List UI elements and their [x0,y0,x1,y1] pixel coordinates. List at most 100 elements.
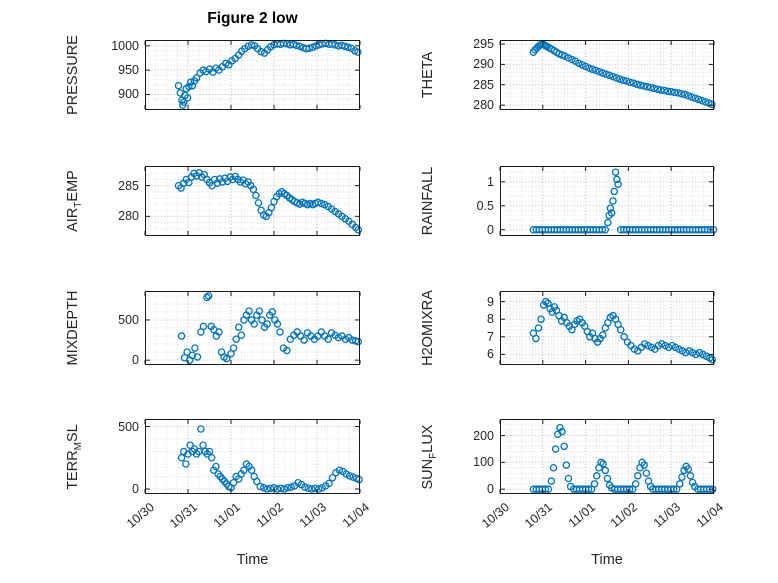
x-tick-label: 11/01 [565,500,598,531]
data-marker [317,328,326,336]
data-marker [631,480,640,488]
data-marker [547,477,556,485]
data-marker [215,328,223,336]
data-marker [292,41,301,50]
y-tick-label: 1000 [111,38,139,53]
subplot-terr-msl: 0 500 10/30 10/31 11/01 11/02 11/03 11/04 TERRMS… [65,419,372,531]
data-marker [203,293,211,302]
data-marker [694,95,703,104]
data-marker [222,354,231,363]
y-tick-label: 1 [487,174,494,189]
y-tick-label: 285 [473,77,494,92]
data-marker [598,226,607,234]
data-marker [267,204,276,212]
data-marker [611,168,620,176]
data-marker [687,93,696,101]
data-marker [560,442,568,451]
data-marker [680,466,688,475]
data-marker [354,337,363,346]
data-marker [628,485,637,493]
data-marker [237,331,246,339]
data-marker [604,218,612,227]
data-marker [210,466,218,475]
data-marker [354,226,363,234]
data-marker [562,461,571,469]
data-marker [199,322,208,331]
data-marker [174,81,183,90]
data-marker [622,77,631,85]
x-tick-label: 11/03 [296,500,329,531]
data-marker [311,484,320,493]
x-tick-label: 10/31 [521,500,555,531]
data-marker [610,187,619,196]
y-tick-label: 0 [132,482,139,496]
data-marker [642,469,651,477]
data-marker [325,479,333,488]
y-tick-label: 900 [118,87,139,102]
data-marker [263,485,271,493]
data-marker [541,485,550,493]
data-marker [684,465,693,473]
x-tick-label: 11/03 [650,500,684,531]
y-tick-label: 100 [473,455,494,470]
data-marker [616,75,624,83]
data-marker [629,79,638,87]
data-marker [344,43,352,52]
data-marker [183,348,191,356]
data-marker [197,425,205,433]
y-tick-label: 0.5 [476,198,494,213]
subplot-h2omixra: 6 7 8 9 H2OMIXRA [420,290,717,366]
data-marker [551,445,560,453]
data-marker [234,323,243,331]
data-marker [259,484,268,492]
data-marker [296,42,304,51]
data-marker [305,44,314,53]
data-marker [650,84,658,93]
data-marker [607,209,616,217]
y-tick-label: 295 [473,37,494,52]
data-marker [254,199,263,207]
data-marker [698,96,706,105]
data-marker [186,441,194,449]
theta-plot-area [499,40,716,110]
data-marker [612,74,621,82]
data-marker [257,47,265,56]
data-marker [602,70,610,78]
y-tick-label: 280 [118,209,139,224]
data-marker [240,466,248,475]
data-marker [258,316,266,324]
y-tick-label: 200 [473,428,494,443]
data-marker [605,71,614,80]
data-marker [263,320,271,328]
x-axis-label-right: Time [591,552,623,568]
data-marker [670,88,679,97]
data-marker [245,307,253,315]
y-tick-label: 500 [118,419,139,434]
data-marker [598,69,607,77]
data-marker [664,87,672,96]
data-marker [620,333,628,341]
data-marker [681,90,689,99]
data-marker [708,355,717,364]
y-tick-label: 950 [118,63,139,78]
data-marker [653,85,662,93]
figure-title: Figure 2 low [207,10,298,27]
data-marker [253,477,261,486]
x-tick-label: 11/01 [210,500,243,531]
data-marker [549,464,558,472]
rainfall-plot-area [499,166,718,236]
data-marker [314,198,322,206]
data-marker [212,462,220,471]
data-marker [660,86,669,95]
data-marker [585,64,593,72]
y-tick-label: 285 [118,178,139,193]
data-marker [256,482,264,491]
data-marker [183,94,192,102]
data-marker [532,334,540,343]
data-marker [601,466,610,475]
data-marker [558,427,566,436]
data-marker [601,226,610,234]
data-marker [684,92,693,100]
data-marker [192,74,201,82]
data-marker [678,473,686,481]
